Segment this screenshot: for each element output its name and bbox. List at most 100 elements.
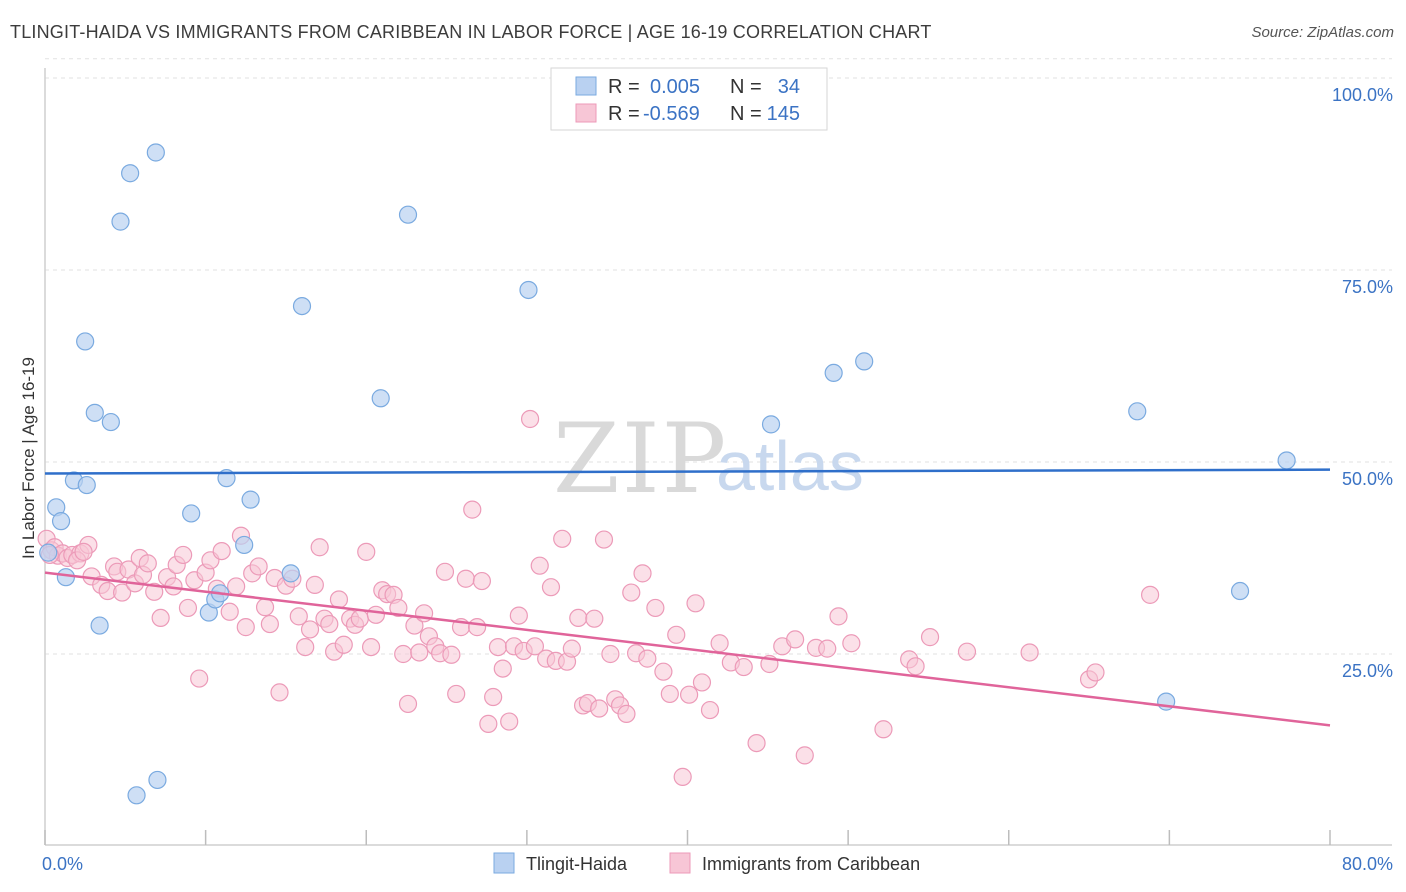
tlingit-haida-point: [101, 412, 120, 432]
caribbean-point: [525, 637, 545, 656]
caribbean-point: [601, 644, 620, 664]
caribbean-point: [562, 639, 581, 658]
legend-n-label-1: N =: [730, 76, 762, 98]
caribbean-point: [509, 606, 528, 625]
tlingit-haida-point: [761, 415, 781, 434]
y-tick-labels: 25.0% 50.0% 75.0% 100.0%: [1332, 85, 1393, 681]
caribbean-point: [174, 545, 193, 565]
caribbean-point: [795, 746, 814, 765]
legend-r-value-2: -0.569: [643, 103, 700, 125]
tlingit-haida-point: [182, 504, 201, 523]
tlingit-haida-point: [51, 512, 71, 531]
caribbean-point: [700, 700, 720, 720]
caribbean-point: [357, 542, 376, 561]
legend-n-label-2: N =: [730, 103, 762, 125]
caribbean-point: [296, 637, 315, 657]
caribbean-point: [249, 557, 268, 576]
caribbean-point: [520, 409, 540, 429]
caribbean-point: [398, 694, 418, 714]
caribbean-point: [74, 542, 93, 561]
tlingit-haida-point: [855, 352, 874, 371]
caribbean-point: [646, 598, 665, 618]
axes: [44, 68, 1392, 846]
caribbean-point: [236, 618, 255, 637]
y-tick-label-25: 25.0%: [1342, 661, 1393, 681]
caribbean-point: [435, 562, 455, 581]
caribbean-point: [463, 500, 482, 519]
legend-n-value-2: 145: [767, 103, 800, 125]
caribbean-point: [467, 618, 487, 637]
tlingit-haida-point: [90, 616, 109, 635]
tlingit-haida-point: [56, 568, 75, 587]
watermark-atlas: atlas: [716, 427, 864, 505]
caribbean-point: [151, 608, 170, 628]
caribbean-point: [590, 699, 609, 718]
x-tick-label-min: 0.0%: [42, 854, 83, 874]
caribbean-point: [622, 583, 641, 602]
gridlines: [45, 58, 1392, 655]
caribbean-point: [692, 673, 712, 692]
legend-r-value-1: 0.005: [650, 76, 700, 98]
watermark-zip: ZIP: [553, 403, 728, 515]
tlingit-haida-point: [111, 212, 130, 231]
trend-lines: [44, 468, 1331, 727]
caribbean-point: [289, 607, 308, 626]
tlingit-haida-point: [39, 543, 58, 562]
caribbean-point: [842, 634, 861, 653]
caribbean-point: [138, 554, 157, 573]
tlingit-haida-point: [77, 475, 96, 495]
caribbean-point: [305, 575, 324, 594]
caribbean-point: [906, 657, 925, 676]
caribbean-point: [190, 669, 209, 688]
caribbean-point: [710, 634, 729, 653]
tlingit-haida-point: [76, 332, 95, 351]
caribbean-point: [786, 630, 805, 649]
tlingit-haida-point: [292, 296, 312, 316]
x-ticks: [44, 830, 1331, 845]
caribbean-point: [747, 733, 766, 753]
legend-swatch-tlingit: [575, 76, 597, 96]
caribbean-point: [270, 683, 289, 702]
caribbean-point: [553, 529, 572, 548]
watermark: ZIP atlas: [553, 403, 864, 515]
caribbean-point: [1140, 585, 1160, 604]
correlation-legend: R = 0.005 N = 34 R = -0.569 N = 145: [550, 67, 828, 131]
caribbean-point: [320, 614, 339, 634]
caribbean-trend-line: [44, 571, 1331, 727]
caribbean-point: [479, 714, 498, 733]
caribbean-point: [488, 637, 508, 657]
caribbean-point: [227, 577, 246, 596]
tlingit-haida-point: [398, 205, 418, 224]
tlingit-haida-point: [146, 143, 165, 162]
tlingit-haida-point: [1230, 581, 1250, 601]
caribbean-point: [654, 662, 673, 681]
caribbean-point: [667, 625, 686, 644]
y-tick-label-50: 50.0%: [1342, 469, 1393, 489]
caribbean-point: [569, 608, 588, 628]
bottom-legend-swatch-caribbean: [669, 852, 691, 874]
caribbean-point: [212, 541, 231, 561]
caribbean-point: [394, 644, 413, 664]
caribbean-point: [541, 578, 561, 597]
caribbean-point: [472, 571, 491, 591]
series-legend: Tlingit-Haida Immigrants from Caribbean: [493, 852, 920, 874]
tlingit-haida-points: [39, 143, 1296, 805]
legend-swatch-caribbean: [575, 103, 597, 123]
tlingit-haida-point: [519, 280, 538, 300]
caribbean-point: [484, 687, 503, 707]
caribbean-point: [361, 637, 381, 657]
legend-box: [550, 67, 828, 131]
source-label: Source: ZipAtlas.com: [1251, 24, 1394, 41]
caribbean-point: [1020, 643, 1039, 662]
caribbean-point: [585, 609, 604, 628]
bottom-legend-swatch-tlingit: [493, 852, 515, 874]
legend-n-value-1: 34: [778, 76, 800, 98]
caribbean-point: [178, 598, 198, 618]
caribbean-point: [530, 556, 549, 575]
caribbean-point: [310, 538, 329, 557]
x-tick-label-max: 80.0%: [1342, 854, 1393, 874]
caribbean-point: [818, 639, 837, 658]
y-tick-label-100: 100.0%: [1332, 85, 1393, 105]
caribbean-point: [447, 684, 466, 704]
